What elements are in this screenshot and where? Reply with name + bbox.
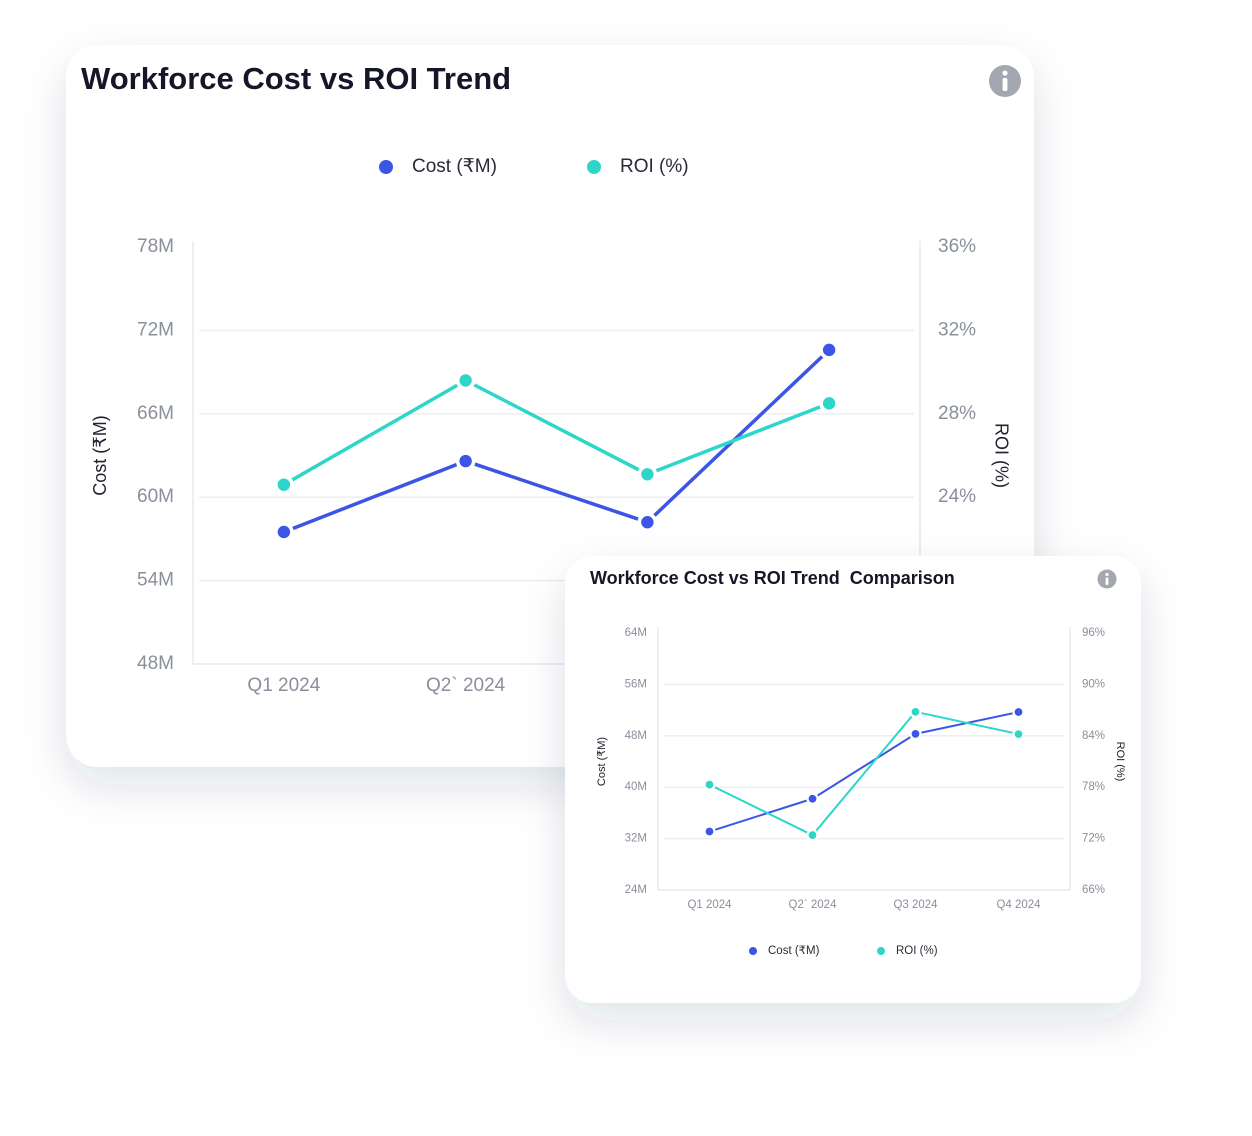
y2-tick-label: 84% [1082, 730, 1105, 742]
legend-label: Cost (₹M) [412, 156, 497, 177]
y2-tick-label: 36% [938, 236, 976, 257]
data-point [819, 340, 839, 360]
y2-tick-label: 24% [938, 486, 976, 507]
data-point [455, 451, 476, 471]
legend-marker [379, 160, 393, 174]
data-point [637, 464, 658, 485]
data-point [274, 474, 294, 495]
x-tick-label: Q3 2024 [893, 899, 938, 911]
y2-axis-title: ROI (%) [1114, 742, 1126, 782]
data-point [703, 825, 716, 838]
y-tick-label: 48M [137, 653, 174, 674]
y2-tick-label: 28% [938, 403, 976, 424]
data-point [806, 829, 819, 842]
series-line [283, 378, 830, 487]
y-tick-label: 66M [137, 403, 174, 424]
data-point [703, 778, 716, 791]
chart-card: Workforce Cost vs ROI Trend Comparison 24… [565, 556, 1141, 1003]
series-line [709, 710, 1019, 837]
x-tick-label: Q2` 2024 [426, 675, 506, 696]
y-tick-label: 64M [625, 627, 647, 639]
y-axis-title: Cost (₹M) [90, 415, 110, 495]
y2-tick-label: 90% [1082, 678, 1105, 690]
legend-label: ROI (%) [896, 945, 938, 957]
y-tick-label: 24M [625, 884, 647, 896]
info-icon[interactable] [1097, 569, 1117, 589]
legend-marker [877, 947, 885, 955]
y2-tick-label: 72% [1082, 833, 1105, 845]
y-axis-title: Cost (₹M) [596, 737, 608, 786]
card-background [565, 556, 1141, 1003]
x-tick-label: Q2` 2024 [789, 899, 838, 911]
y-tick-label: 60M [137, 486, 174, 507]
x-tick-label: Q1 2024 [247, 675, 320, 696]
legend-marker [749, 947, 757, 955]
y2-tick-label: 78% [1082, 781, 1105, 793]
y2-axis-title: ROI (%) [991, 423, 1011, 488]
legend-label: ROI (%) [620, 156, 689, 177]
y-tick-label: 32M [625, 833, 647, 845]
legend-marker [587, 160, 601, 174]
y2-tick-label: 66% [1082, 884, 1105, 896]
series-line [283, 348, 831, 534]
chart-title: Workforce Cost vs ROI Trend Comparison [590, 568, 955, 588]
data-point [806, 792, 819, 805]
data-point [1012, 705, 1025, 719]
x-tick-label: Q1 2024 [687, 899, 732, 911]
y-tick-label: 40M [625, 781, 647, 793]
data-point [455, 370, 476, 391]
info-icon[interactable] [989, 65, 1021, 97]
data-point [637, 512, 658, 533]
y2-tick-label: 96% [1082, 627, 1105, 639]
legend-label: Cost (₹M) [768, 945, 820, 957]
chart-title: Workforce Cost vs ROI Trend [81, 61, 511, 96]
y-tick-label: 54M [137, 570, 174, 591]
y-tick-label: 56M [625, 678, 647, 690]
y-tick-label: 48M [625, 730, 647, 742]
data-point [909, 705, 922, 718]
data-point [909, 727, 922, 740]
data-point [819, 393, 839, 414]
y2-tick-label: 32% [938, 319, 976, 340]
y-tick-label: 72M [137, 319, 174, 340]
y-tick-label: 78M [137, 236, 174, 257]
data-point [1012, 727, 1025, 741]
x-tick-label: Q4 2024 [996, 899, 1041, 911]
data-point [274, 522, 294, 542]
